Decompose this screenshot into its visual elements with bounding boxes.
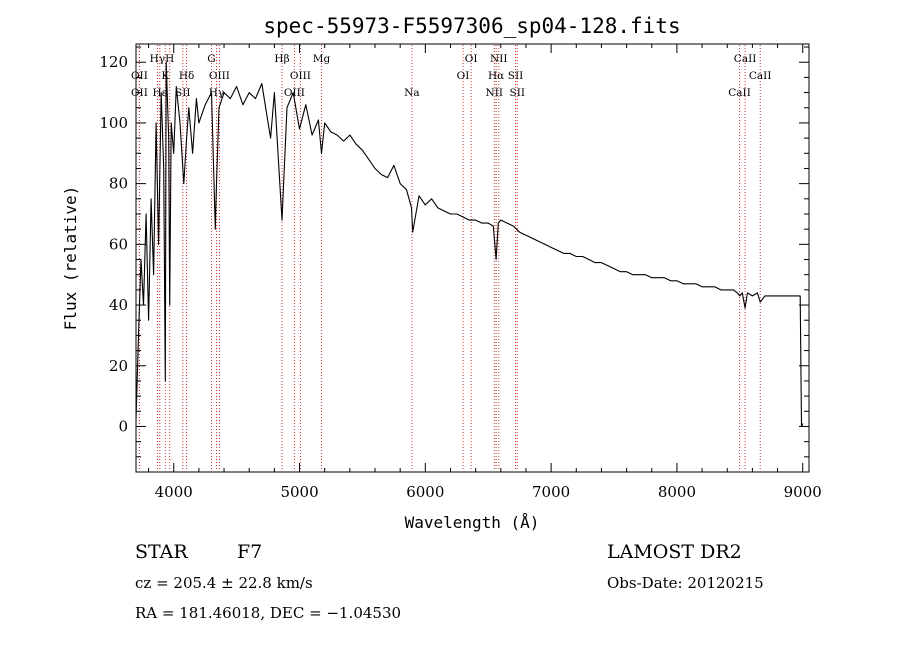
- marker-label: OI: [457, 70, 470, 82]
- marker-label: H: [165, 53, 174, 65]
- ticks-layer: 4000 5000 6000 7000 8000 9000 0 20 40 60 80 100 120: [99, 44, 822, 501]
- marker-label: NII: [486, 87, 503, 99]
- object-class: STAR: [135, 541, 188, 563]
- marker-lines-layer: [138, 45, 761, 471]
- plot-frame: [135, 43, 810, 473]
- y-tick-label: 20: [109, 357, 128, 375]
- marker-label: K: [161, 70, 169, 82]
- x-tick-label: 6000: [406, 483, 444, 501]
- y-tick-label: 40: [109, 296, 128, 314]
- marker-label: OIII: [284, 87, 305, 99]
- y-tick-label: 100: [99, 114, 128, 132]
- marker-label: OII: [131, 87, 148, 99]
- spectrum-line: [135, 61, 804, 428]
- marker-label: Mg: [313, 53, 331, 65]
- chart-title: spec-55973-F5597306_sp04-128.fits: [263, 14, 680, 38]
- marker-label: OIII: [290, 70, 311, 82]
- marker-label: OII: [131, 70, 148, 82]
- marker-label: OI: [465, 53, 478, 65]
- coordinates: RA = 181.46018, DEC = −1.04530: [135, 604, 402, 622]
- x-tick-label: 4000: [155, 483, 193, 501]
- marker-label: Hβ: [274, 53, 289, 65]
- y-axis-label: Flux (relative): [61, 186, 80, 331]
- redshift-value: cz = 205.4 ± 22.8 km/s: [135, 574, 313, 592]
- marker-label: Na: [404, 87, 419, 99]
- marker-label: Hγ: [209, 87, 224, 99]
- y-tick-label: 0: [118, 417, 128, 435]
- marker-label: CaII: [734, 53, 757, 65]
- observation-date: Obs-Date: 20120215: [607, 574, 764, 592]
- y-tick-label: 120: [99, 53, 128, 71]
- marker-label: G: [207, 53, 215, 65]
- y-tick-label: 80: [109, 175, 128, 193]
- marker-label: SII: [510, 87, 526, 99]
- marker-label: SII: [508, 70, 524, 82]
- y-tick-label: 60: [109, 235, 128, 253]
- x-tick-label: 9000: [784, 483, 822, 501]
- object-subclass: F7: [237, 541, 263, 563]
- marker-label: NII: [490, 53, 507, 65]
- marker-label: OIII: [209, 70, 230, 82]
- x-axis-label: Wavelength (Å): [405, 513, 540, 532]
- marker-label: SII: [175, 87, 191, 99]
- x-tick-label: 7000: [532, 483, 570, 501]
- marker-label: Hγ: [150, 53, 165, 65]
- survey-name: LAMOST DR2: [607, 541, 742, 563]
- x-tick-label: 8000: [658, 483, 696, 501]
- marker-label: Hε: [152, 87, 167, 99]
- marker-label: Hα: [488, 70, 504, 82]
- marker-label: CaII: [728, 87, 751, 99]
- marker-label: CaII: [749, 70, 772, 82]
- series-layer: [135, 61, 804, 428]
- marker-label: Hδ: [179, 70, 194, 82]
- x-tick-label: 5000: [280, 483, 318, 501]
